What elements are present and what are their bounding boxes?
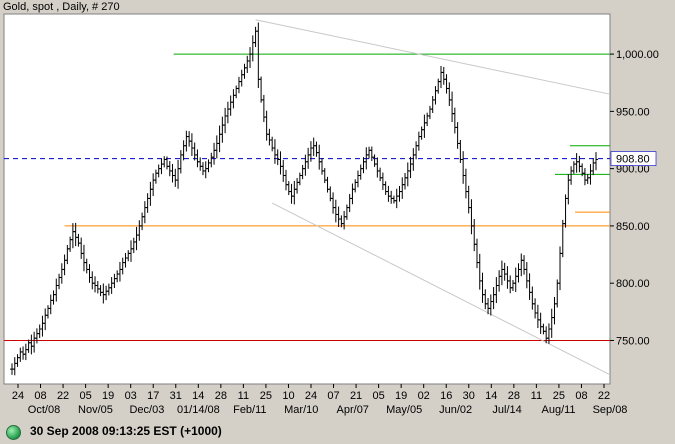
x-day-label: 25 [553, 390, 565, 402]
x-day-label: 08 [34, 390, 46, 402]
y-tick-label: 800.00 [616, 278, 650, 290]
x-month-label: Jun/02 [439, 404, 472, 416]
y-axis: 1,000.00 950.00 900.00 850.00 800.00 750.00 90… [610, 49, 659, 347]
x-day-label: 19 [102, 390, 114, 402]
current-price-label: 908.80 [616, 154, 650, 166]
x-month-label: Apr/07 [337, 404, 369, 416]
lower-trend-line [271, 202, 611, 376]
x-month-label: Mar/10 [284, 404, 318, 416]
x-day-label: 24 [305, 390, 317, 402]
x-day-label: 31 [170, 390, 182, 402]
trend-lines [255, 19, 611, 376]
y-tick-label: 1,000.00 [616, 49, 659, 61]
x-day-label: 10 [282, 390, 294, 402]
x-day-label: 05 [79, 390, 91, 402]
x-day-label: 28 [508, 390, 520, 402]
x-day-label: 28 [215, 390, 227, 402]
status-bar: 30 Sep 2008 09:13:25 EST (+1000) [0, 420, 675, 444]
x-axis: 24 08 22 05 19 03 17 31 14 28 11 25 10 24 07 21 05 19 02 16… [12, 384, 628, 416]
y-tick-label: 900.00 [616, 164, 650, 176]
connection-status-icon [6, 425, 21, 440]
x-day-label: 08 [575, 390, 587, 402]
x-day-label: 22 [57, 390, 69, 402]
x-day-label: 19 [395, 390, 407, 402]
x-day-label: 02 [418, 390, 430, 402]
x-month-label: Aug/11 [542, 404, 576, 416]
x-day-label: 11 [531, 390, 542, 402]
gold-price-chart: 1,000.00 950.00 900.00 850.00 800.00 750.00 90… [3, 13, 659, 416]
x-day-label: 11 [238, 390, 249, 402]
status-timestamp: 30 Sep 2008 09:13:25 EST (+1000) [30, 424, 222, 438]
x-day-label: 25 [260, 390, 272, 402]
x-month-label: Oct/08 [28, 404, 60, 416]
x-day-label: 22 [598, 390, 610, 402]
horizontal-lines [4, 53, 610, 341]
upper-trend-line [255, 19, 611, 95]
chart-title: Gold, spot , Daily, # 270 [3, 1, 120, 13]
x-month-label: Sep/08 [593, 404, 628, 416]
x-day-label: 30 [463, 390, 475, 402]
x-day-label: 03 [125, 390, 137, 402]
x-month-label: Dec/03 [129, 404, 164, 416]
y-tick-label: 750.00 [616, 335, 650, 347]
y-tick-label: 850.00 [616, 221, 650, 233]
x-month-label: Nov/05 [78, 404, 113, 416]
x-day-label: 07 [327, 390, 339, 402]
price-bars [10, 22, 598, 376]
x-month-label: Jul/14 [492, 404, 521, 416]
x-day-label: 17 [147, 390, 159, 402]
x-day-label: 21 [350, 390, 362, 402]
x-day-label: 24 [12, 390, 24, 402]
x-day-label: 16 [440, 390, 452, 402]
x-month-label: Feb/11 [233, 404, 266, 416]
x-month-label: May/05 [386, 404, 422, 416]
x-day-label: 14 [192, 390, 204, 402]
plot-area [3, 13, 611, 385]
x-day-label: 05 [372, 390, 384, 402]
y-tick-label: 950.00 [616, 106, 650, 118]
x-month-label: 01/14/08 [177, 404, 220, 416]
current-price-tag [610, 151, 657, 166]
x-day-label: 14 [485, 390, 497, 402]
